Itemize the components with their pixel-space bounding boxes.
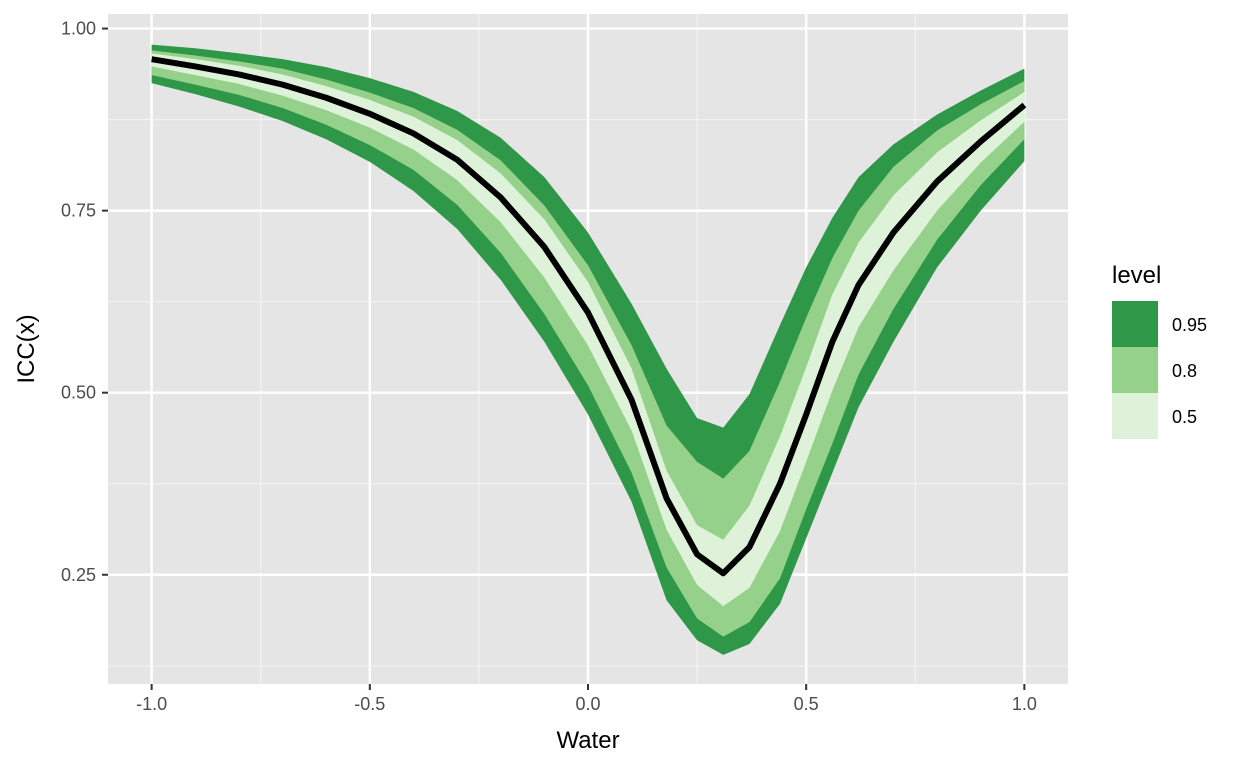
y-tick-label: 0.25 [61, 565, 96, 585]
legend-swatch [1112, 347, 1158, 393]
median-line [151, 56, 1027, 577]
x-tick-label: -0.5 [354, 694, 385, 714]
legend: level 0.95 0.8 0.5 [1112, 262, 1207, 439]
x-tick-label: -1.0 [136, 694, 167, 714]
x-axis: -1.0 -0.5 0.0 0.5 1.0 [136, 684, 1037, 714]
legend-swatch [1112, 301, 1158, 347]
y-tick-label: 0.75 [61, 201, 96, 221]
x-tick-label: 1.0 [1012, 694, 1037, 714]
legend-label: 0.95 [1172, 315, 1207, 335]
legend-label: 0.5 [1172, 407, 1197, 427]
confidence-bands [151, 44, 1025, 655]
x-tick-label: 0.0 [575, 694, 600, 714]
band-50 [151, 53, 1025, 607]
y-axis-title: ICC(x) [13, 314, 40, 383]
x-axis-title: Water [556, 727, 619, 754]
legend-label: 0.8 [1172, 361, 1197, 381]
y-tick-label: 1.00 [61, 19, 96, 39]
y-axis: 0.25 0.50 0.75 1.00 [61, 19, 108, 585]
y-tick-label: 0.50 [61, 383, 96, 403]
x-tick-label: 0.5 [794, 694, 819, 714]
legend-swatch [1112, 393, 1158, 439]
legend-title: level [1112, 262, 1161, 289]
